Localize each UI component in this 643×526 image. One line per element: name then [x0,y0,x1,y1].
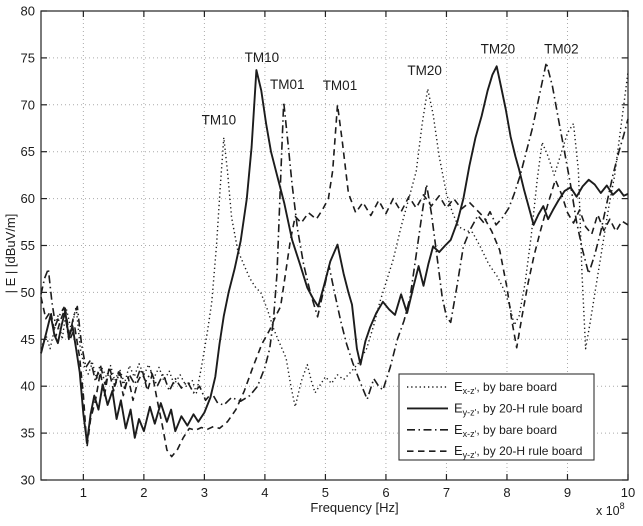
x-axis-multiplier: x 108 [596,501,625,518]
legend-item: Ey-z', by 20-H rule board [407,443,582,460]
legend: Ex-z', by bare board Ey-z', by 20-H rule … [398,373,595,461]
peak-label: TM20 [407,63,442,78]
svg-text:9: 9 [564,485,571,500]
svg-text:65: 65 [21,144,35,159]
svg-text:40: 40 [21,379,35,394]
legend-label: Ey-z', by 20-H rule board [454,400,582,417]
peak-label: TM10 [202,113,237,128]
legend-box [398,373,595,461]
svg-text:2: 2 [140,485,147,500]
svg-text:5: 5 [322,485,329,500]
svg-text:60: 60 [21,191,35,206]
svg-text:80: 80 [21,4,35,19]
svg-text:50: 50 [21,285,35,300]
svg-text:4: 4 [261,485,268,500]
legend-item: Ey-z', by 20-H rule board [407,400,582,417]
svg-text:10: 10 [621,485,635,500]
tick-marks [41,10,629,481]
svg-text:1: 1 [80,485,87,500]
svg-text:7: 7 [443,485,450,500]
svg-text:55: 55 [21,238,35,253]
svg-text:30: 30 [21,473,35,488]
svg-text:8: 8 [503,485,510,500]
x-axis-label: Frequency [Hz] [310,500,398,515]
peak-labels: TM10 TM10 TM01 TM01 TM20 TM20 TM02 [202,41,579,127]
legend-label: Ex-z', by bare board [454,422,557,439]
y-tick-labels: 30 35 40 45 50 55 60 65 70 75 80 [21,4,35,488]
svg-text:75: 75 [21,50,35,65]
peak-label: TM02 [544,41,579,56]
svg-text:35: 35 [21,426,35,441]
legend-item: Ex-z', by bare board [407,422,557,439]
svg-text:70: 70 [21,97,35,112]
peak-label: TM20 [481,41,516,56]
legend-label: Ex-z', by bare board [454,379,557,396]
svg-text:3: 3 [201,485,208,500]
peak-label: TM10 [245,50,280,65]
peak-label: TM01 [323,78,358,93]
svg-text:6: 6 [382,485,389,500]
legend-label: Ey-z', by 20-H rule board [454,443,582,460]
y-axis-label: | E | [dBuV/m] [3,214,18,294]
legend-item: Ex-z', by bare board [407,379,557,396]
x-tick-labels: 1 2 3 4 5 6 7 8 9 10 [80,485,635,500]
series-line-solid [40,65,629,444]
series-line-dashdot [40,61,629,406]
peak-label: TM01 [270,77,305,92]
series-line-dashed [40,104,629,458]
svg-text:45: 45 [21,332,35,347]
